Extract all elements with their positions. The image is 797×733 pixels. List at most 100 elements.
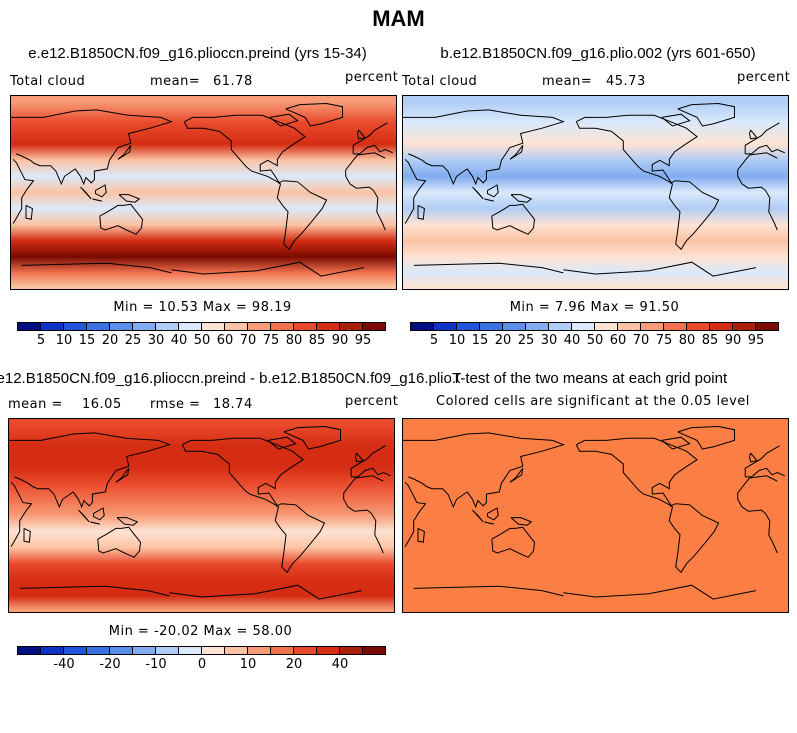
- colorbar-segment: [410, 322, 434, 331]
- coastline: [668, 503, 720, 574]
- colorbar-segment: [293, 322, 317, 331]
- coastline: [509, 468, 524, 483]
- colorbar-segment: [270, 646, 294, 655]
- map-bottom-right: [402, 418, 789, 613]
- stats-top-left: Min = 10.53 Max = 98.19: [113, 300, 292, 315]
- colorbar-segment: [178, 322, 202, 331]
- coastline: [748, 452, 758, 463]
- colorbar-segment: [224, 322, 248, 331]
- colorbar-segment: [316, 322, 340, 331]
- coastline: [117, 145, 132, 160]
- coastline: [12, 158, 35, 224]
- coastline: [737, 176, 778, 231]
- coastline: [343, 475, 384, 500]
- map-top-right: [402, 95, 789, 290]
- coastline: [491, 526, 536, 558]
- colorbar-segment: [755, 322, 779, 331]
- coastline: [95, 184, 107, 198]
- colorbar-tick-label: 20: [285, 657, 303, 672]
- coastline: [97, 526, 142, 558]
- colorbar-segment: [201, 322, 225, 331]
- colorbar-segment: [178, 646, 202, 655]
- significance-field: [403, 419, 788, 612]
- mean-value-top-right: 45.73: [606, 74, 646, 89]
- coastline: [563, 261, 756, 277]
- stats-bottom-left: Min = -20.02 Max = 58.00: [108, 624, 293, 639]
- colorbar-tick-label: 70: [632, 333, 650, 348]
- coastline: [350, 445, 386, 477]
- colorbar-tick-label: 15: [471, 333, 489, 348]
- field-background-top-left: [11, 96, 396, 289]
- colorbar-tick-label: 70: [239, 333, 257, 348]
- mean-label-top-left: mean=: [150, 74, 201, 89]
- coastline: [413, 585, 564, 597]
- colorbar-tick-label: 50: [193, 333, 211, 348]
- colorbar-tick-label: 50: [586, 333, 604, 348]
- mean-label-top-right: mean=: [542, 74, 593, 89]
- colorbar-segment: [362, 646, 386, 655]
- colorbar-ticks-top-left: 5 10 15 20 25 30 40 50 60 70 75 80 85 90 95: [0, 333, 397, 351]
- coastline: [274, 503, 326, 574]
- coastline: [118, 194, 141, 203]
- colorbar-ticks-bottom-left: -40 -20 -10 0 10 20 40: [0, 657, 397, 675]
- field-background-top-right: [403, 96, 788, 289]
- coastline: [487, 507, 499, 521]
- colorbar-segment: [247, 322, 271, 331]
- units-label-top-left: percent: [345, 70, 399, 85]
- coastline: [116, 517, 139, 526]
- units-label-top-right: percent: [737, 70, 791, 85]
- colorbar-segment: [571, 322, 595, 331]
- colorbar-segment: [316, 646, 340, 655]
- coastline: [737, 152, 778, 177]
- colorbar-segment: [293, 646, 317, 655]
- coastline: [472, 509, 484, 523]
- coastline: [668, 180, 720, 251]
- colorbar-segment: [339, 646, 363, 655]
- colorbar-segment: [594, 322, 618, 331]
- coastline: [11, 109, 173, 186]
- rmse-value-bottom-left: 18.74: [213, 397, 253, 412]
- coastline: [78, 509, 90, 523]
- colorbar-segment: [17, 646, 41, 655]
- colorbar-tick-label: 20: [494, 333, 512, 348]
- colorbar-segment: [686, 322, 710, 331]
- coastline: [677, 102, 735, 127]
- colorbar-tick-label: 15: [78, 333, 96, 348]
- map-bottom-left: [8, 418, 395, 613]
- colorbar-segment: [339, 322, 363, 331]
- panel-title-bottom-right: T-test of the two means at each grid poi…: [452, 370, 728, 387]
- coastline: [575, 114, 698, 184]
- colorbar-segment: [109, 646, 133, 655]
- colorbar-segment: [617, 322, 641, 331]
- colorbar-segment: [86, 322, 110, 331]
- coastline: [23, 527, 31, 543]
- colorbar-bottom-left: [17, 646, 386, 655]
- colorbar-segment: [40, 322, 64, 331]
- colorbar-tick-label: 25: [124, 333, 142, 348]
- coastline: [115, 468, 130, 483]
- coastline: [80, 186, 92, 200]
- coastline: [484, 521, 495, 525]
- units-label-bottom-left: percent: [345, 394, 399, 409]
- colorbar-segment: [63, 322, 87, 331]
- colorbar-segment: [640, 322, 664, 331]
- colorbar-segment: [270, 322, 294, 331]
- coastline: [737, 499, 778, 554]
- colorbar-segment: [63, 646, 87, 655]
- colorbar-tick-label: 80: [678, 333, 696, 348]
- subtitle-bottom-right: Colored cells are significant at the 0.0…: [436, 394, 750, 409]
- colorbar-tick-label: 40: [170, 333, 188, 348]
- colorbar-segment: [502, 322, 526, 331]
- coastline: [417, 204, 425, 220]
- coastline: [269, 113, 299, 127]
- coastline: [677, 425, 735, 450]
- coastline: [491, 203, 536, 235]
- colorbar-tick-label: 60: [216, 333, 234, 348]
- colorbar-segment: [479, 322, 503, 331]
- colorbar-tick-label: 0: [197, 657, 207, 672]
- coastline: [356, 129, 366, 140]
- colorbar-tick-label: 40: [331, 657, 349, 672]
- colorbar-top-right: [410, 322, 779, 331]
- coastline: [183, 114, 306, 184]
- colorbar-segment: [40, 646, 64, 655]
